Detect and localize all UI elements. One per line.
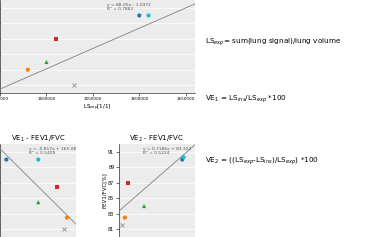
Point — [25, 68, 31, 72]
Point — [181, 155, 187, 159]
Point — [145, 14, 152, 17]
Point — [64, 216, 70, 219]
Text: VE$_2$ = ((LS$_{exp}$-LS$_{ins}$)/LS$_{exp}$) *100: VE$_2$ = ((LS$_{exp}$-LS$_{ins}$)/LS$_{e… — [205, 155, 319, 167]
Y-axis label: FEV1/FVC[%]: FEV1/FVC[%] — [102, 173, 107, 208]
Text: VE$_1$ = LS$_{ins}$/LS$_{exp}$ *100: VE$_1$ = LS$_{ins}$/LS$_{exp}$ *100 — [205, 94, 287, 105]
Title: VE$_1$ - FEV1/FVC: VE$_1$ - FEV1/FVC — [11, 134, 66, 144]
Point — [35, 158, 41, 161]
Point — [43, 60, 50, 64]
Text: y = -0.817x + 165.08
R² = 0.5409: y = -0.817x + 165.08 R² = 0.5409 — [29, 147, 76, 155]
Point — [141, 204, 147, 208]
Point — [54, 185, 60, 189]
Point — [125, 181, 131, 185]
Title: VE$_2$ - FEV1/FVC: VE$_2$ - FEV1/FVC — [129, 134, 184, 144]
Point — [35, 200, 41, 204]
Point — [136, 14, 142, 17]
Point — [53, 37, 59, 41]
X-axis label: LS$_{exp}$[1/1]: LS$_{exp}$[1/1] — [83, 102, 112, 113]
Text: y = 0.7186x + 83.322
R² = 0.5224: y = 0.7186x + 83.322 R² = 0.5224 — [143, 147, 191, 155]
Text: LS$_{exp}$= sum(lung signal)/lung volume: LS$_{exp}$= sum(lung signal)/lung volume — [205, 37, 341, 48]
Point — [122, 216, 128, 219]
Text: y = 88-05x - 1.0372
R² = 0.7882: y = 88-05x - 1.0372 R² = 0.7882 — [107, 3, 151, 11]
Point — [3, 158, 9, 161]
Point — [179, 158, 185, 161]
